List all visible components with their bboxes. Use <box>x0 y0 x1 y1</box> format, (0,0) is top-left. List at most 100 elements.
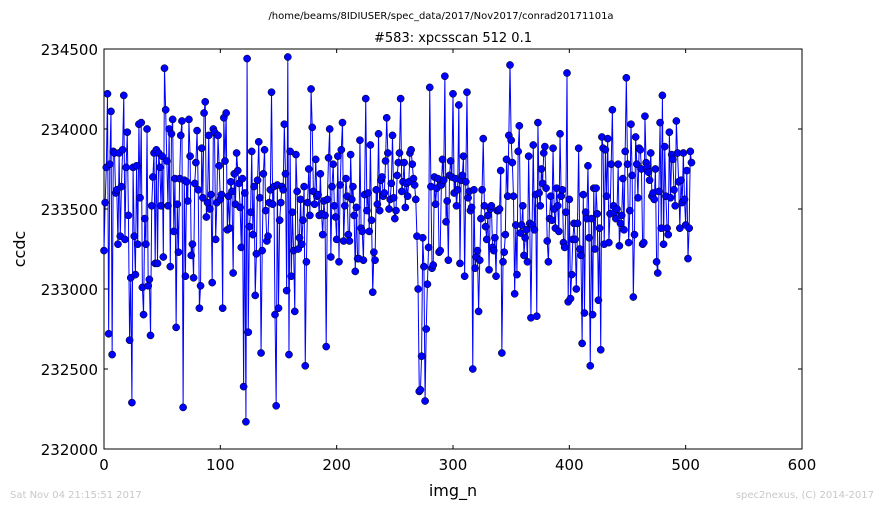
data-point <box>215 161 224 170</box>
data-point <box>558 185 567 194</box>
data-point <box>645 176 654 185</box>
x-tick-label: 200 <box>322 456 351 474</box>
data-point <box>342 174 350 183</box>
data-point <box>195 304 204 313</box>
data-point <box>251 291 260 300</box>
data-point <box>228 187 236 196</box>
data-point <box>356 136 364 145</box>
data-point <box>344 230 353 239</box>
data-point <box>671 201 680 210</box>
data-point <box>397 187 406 196</box>
data-point <box>485 265 493 274</box>
data-point <box>422 325 431 333</box>
data-point <box>173 200 182 209</box>
data-point <box>612 214 620 223</box>
data-point <box>178 117 186 125</box>
data-point <box>158 152 167 161</box>
data-point <box>418 233 427 242</box>
data-point <box>225 224 234 233</box>
data-point <box>314 190 322 199</box>
data-point <box>464 193 472 202</box>
data-point <box>594 296 603 305</box>
data-point <box>474 307 483 316</box>
data-point <box>349 182 357 191</box>
data-point <box>119 91 128 100</box>
data-point <box>499 257 507 266</box>
data-point <box>444 256 453 265</box>
data-point <box>222 109 230 117</box>
data-point <box>237 243 246 252</box>
data-point <box>555 227 563 236</box>
data-point <box>446 157 455 165</box>
data-point <box>299 216 307 225</box>
data-point <box>187 251 196 260</box>
data-point <box>508 158 517 167</box>
data-point <box>253 176 262 185</box>
data-point <box>214 131 222 140</box>
data-point <box>204 131 213 140</box>
y-tick-label: 232000 <box>41 441 98 459</box>
data-point <box>335 257 343 266</box>
data-point <box>644 168 653 177</box>
data-point <box>421 397 429 405</box>
data-point <box>283 53 292 61</box>
data-point <box>669 155 677 164</box>
data-point <box>161 105 170 114</box>
data-point <box>685 224 694 233</box>
data-point <box>682 166 691 175</box>
footer-timestamp: Sat Nov 04 21:15:51 2017 <box>10 490 142 501</box>
data-point <box>226 177 235 186</box>
data-point <box>259 169 268 178</box>
data-point <box>130 232 139 241</box>
data-point <box>179 403 187 412</box>
data-point <box>544 257 553 266</box>
x-tick-label: 300 <box>439 456 468 474</box>
data-point <box>530 225 539 234</box>
data-point <box>282 286 291 295</box>
data-point <box>414 285 422 293</box>
data-point <box>132 161 141 170</box>
data-point <box>256 193 264 202</box>
data-point <box>145 275 154 284</box>
data-point <box>325 125 334 133</box>
data-point <box>677 176 685 185</box>
data-point <box>297 240 306 249</box>
data-point <box>492 272 500 281</box>
data-point <box>200 109 208 117</box>
data-point <box>238 174 247 183</box>
data-point <box>247 147 256 156</box>
data-point <box>363 206 371 215</box>
data-point <box>473 246 482 255</box>
data-point <box>162 157 171 165</box>
data-point <box>374 129 383 138</box>
data-point <box>293 187 301 196</box>
data-point <box>560 243 569 252</box>
data-point <box>646 149 655 157</box>
x-tick-label: 600 <box>788 456 817 474</box>
data-point <box>605 238 613 247</box>
data-point <box>368 288 377 297</box>
data-point <box>602 192 611 201</box>
data-point <box>337 145 346 154</box>
data-point <box>400 158 408 167</box>
data-point <box>534 118 542 127</box>
data-point <box>574 144 583 153</box>
data-point <box>306 211 314 220</box>
data-point <box>375 206 384 215</box>
data-point <box>233 166 242 175</box>
data-point <box>208 278 217 287</box>
data-point <box>596 345 605 354</box>
x-tick-label: 0 <box>99 456 109 474</box>
data-point <box>275 216 284 225</box>
data-point <box>549 144 557 153</box>
data-point <box>330 201 339 210</box>
data-point <box>351 267 360 276</box>
data-point <box>236 203 244 212</box>
data-point <box>586 361 595 370</box>
data-point <box>311 155 320 164</box>
data-point <box>468 365 477 373</box>
data-point <box>190 179 199 188</box>
data-point <box>396 94 405 103</box>
data-point <box>477 214 485 223</box>
